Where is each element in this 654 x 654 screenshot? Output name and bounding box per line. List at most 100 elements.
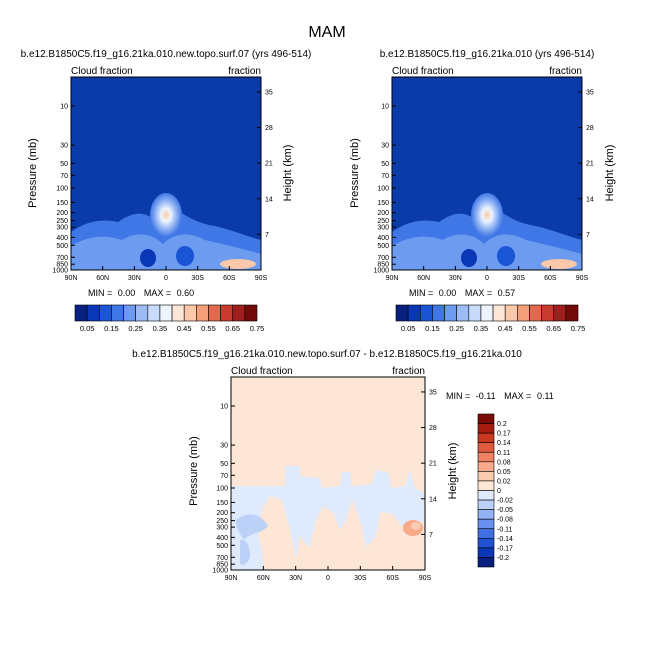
y-tick-label: 10	[381, 104, 389, 111]
y-tick-label: 250	[56, 218, 68, 225]
colorbar-swatch	[541, 304, 555, 322]
y-right-tick-label: 14	[429, 496, 437, 503]
colorbar-label: 0.35	[474, 324, 489, 333]
colorbar-swatch	[517, 304, 530, 322]
tropical-low-blob	[140, 249, 156, 267]
panel-diff-field	[231, 377, 425, 570]
x-tick-label: 90N	[225, 575, 238, 582]
x-tick-label: 0	[485, 275, 489, 282]
deep-convection-cell	[471, 193, 503, 237]
y-tick-label: 300	[216, 525, 228, 532]
y-right-tick-label: 35	[586, 89, 594, 96]
y-tick-label: 100	[56, 186, 68, 193]
panel-right-yrticks: 35 28 21 14 7	[578, 89, 594, 239]
panel-right: b.e12.B1850C5.f19_g16.21ka.010 (yrs 496-…	[349, 49, 616, 333]
y-tick-label: 300	[377, 225, 389, 232]
colorbar-swatch	[232, 304, 246, 322]
colorbar-swatch	[477, 442, 495, 453]
panel-diff-right-label: fraction	[392, 366, 425, 377]
colorbar-label: 0.75	[250, 324, 265, 333]
panel-left: b.e12.B1850C5.f19_g16.21ka.010.new.topo.…	[21, 49, 312, 333]
colorbar-swatch	[477, 528, 495, 539]
colorbar-label: -0.14	[497, 536, 513, 543]
x-tick-label: 60S	[223, 275, 236, 282]
panel-diff-left-label: Cloud fraction	[231, 366, 293, 377]
y-tick-label: 500	[56, 243, 68, 250]
colorbar-label: -0.02	[497, 498, 513, 505]
colorbar-swatch	[147, 304, 161, 322]
y-tick-label: 70	[220, 473, 228, 480]
colorbar-label: 0.08	[497, 459, 511, 466]
field-background	[231, 377, 425, 570]
y-tick-label: 30	[381, 143, 389, 150]
panel-right-ylabel: Pressure (mb)	[349, 138, 361, 208]
colorbar-swatch	[456, 304, 470, 322]
y-tick-label: 30	[60, 143, 68, 150]
x-tick-label: 90N	[386, 275, 399, 282]
colorbar-swatch	[553, 304, 567, 322]
y-tick-label: 150	[216, 500, 228, 507]
y-tick-label: 400	[377, 235, 389, 242]
x-tick-label: 60N	[96, 275, 109, 282]
y-tick-label: 200	[377, 210, 389, 217]
page-title: MAM	[308, 24, 345, 41]
x-tick-label: 30N	[449, 275, 462, 282]
colorbar-label: 0.45	[498, 324, 513, 333]
x-tick-label: 0	[164, 275, 168, 282]
y-right-tick-label: 28	[586, 125, 594, 132]
colorbar-swatch	[477, 432, 495, 443]
y-right-tick-label: 35	[429, 389, 437, 396]
colorbar-swatch	[477, 518, 495, 530]
panel-diff-ylabel-right: Height (km)	[447, 443, 459, 500]
colorbar-swatch	[477, 471, 495, 482]
y-tick-label: 850	[216, 562, 228, 569]
colorbar-swatch	[477, 480, 495, 491]
y-tick-label: 300	[56, 225, 68, 232]
panel-left-field	[71, 77, 261, 270]
colorbar-swatch	[477, 509, 495, 520]
y-right-tick-label: 14	[586, 196, 594, 203]
panel-right-xticks: 90N 60N 30N 0 30S 60S 90S	[386, 266, 589, 282]
y-tick-label: 500	[377, 243, 389, 250]
panel-right-colorbar: 0.05 0.15 0.25 0.35 0.45 0.55 0.65 0.75	[395, 304, 585, 333]
panel-left-colorbar: 0.05 0.15 0.25 0.35 0.45 0.55 0.65 0.75	[74, 304, 265, 333]
colorbar-swatch	[208, 304, 221, 322]
y-tick-label: 150	[56, 200, 68, 207]
panel-left-ylabel: Pressure (mb)	[27, 138, 39, 208]
x-tick-label: 90S	[255, 275, 268, 282]
y-tick-label: 250	[377, 218, 389, 225]
x-tick-label: 60N	[417, 275, 430, 282]
panel-right-field	[392, 77, 582, 270]
panel-right-right-label: fraction	[549, 66, 582, 77]
negative-anomaly-core	[236, 514, 268, 540]
colorbar-label: -0.11	[497, 526, 513, 533]
positive-anomaly-core	[411, 522, 421, 530]
y-tick-label: 50	[220, 461, 228, 468]
low-cloud-inner	[71, 234, 261, 270]
y-right-tick-label: 7	[429, 532, 433, 539]
y-right-tick-label: 21	[265, 161, 273, 168]
colorbar-label: 0.05	[80, 324, 95, 333]
y-right-tick-label: 28	[265, 125, 273, 132]
colorbar-swatch	[183, 304, 197, 322]
colorbar-swatch	[480, 304, 494, 322]
y-tick-label: 1000	[373, 268, 389, 275]
tropical-low-blob	[461, 249, 477, 267]
polar-low-cloud	[220, 259, 256, 269]
panel-left-stats: MIN = 0.00 MAX = 0.60	[88, 288, 194, 298]
y-tick-label: 250	[216, 518, 228, 525]
y-tick-label: 10	[60, 104, 68, 111]
colorbar-swatch	[468, 304, 482, 322]
colorbar-label: 0.55	[201, 324, 216, 333]
panel-diff-yrticks: 35 28 21 14 7	[421, 389, 437, 539]
colorbar-swatch	[477, 461, 495, 472]
colorbar-label: 0.25	[128, 324, 143, 333]
panel-left-title: b.e12.B1850C5.f19_g16.21ka.010.new.topo.…	[21, 49, 312, 60]
colorbar-swatch	[196, 304, 209, 322]
x-tick-label: 90N	[65, 275, 78, 282]
colorbar-swatch	[477, 413, 495, 424]
x-tick-label: 30S	[191, 275, 204, 282]
